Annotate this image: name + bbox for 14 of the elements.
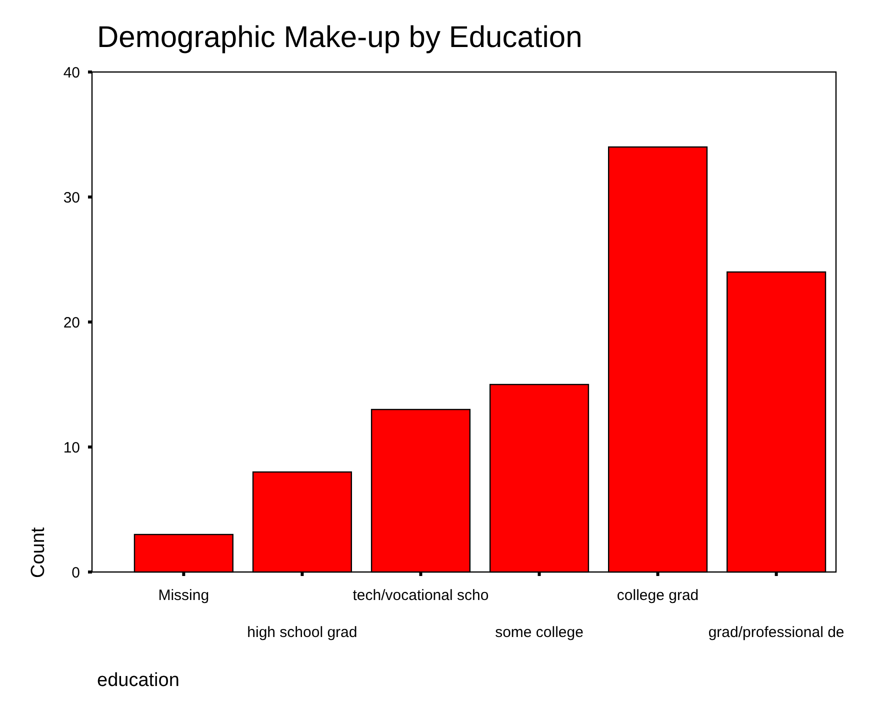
y-tick-label: 0	[72, 564, 80, 582]
chart-title: Demographic Make-up by Education	[97, 21, 582, 54]
y-axis-title: Count	[28, 526, 49, 578]
y-tick-label: 40	[63, 64, 80, 82]
x-tick-label: some college	[495, 624, 584, 641]
x-tick-label: high school grad	[247, 624, 358, 641]
x-tick-label: tech/vocational scho	[352, 587, 489, 604]
x-tick-label: Missing	[158, 587, 210, 604]
x-axis-title: education	[97, 670, 180, 691]
y-tick-label: 20	[63, 314, 80, 332]
x-tick-label: college grad	[616, 587, 699, 604]
y-tick-label: 10	[63, 439, 80, 456]
x-tick-label: grad/professional de	[708, 624, 844, 641]
y-tick-label: 30	[63, 189, 80, 206]
